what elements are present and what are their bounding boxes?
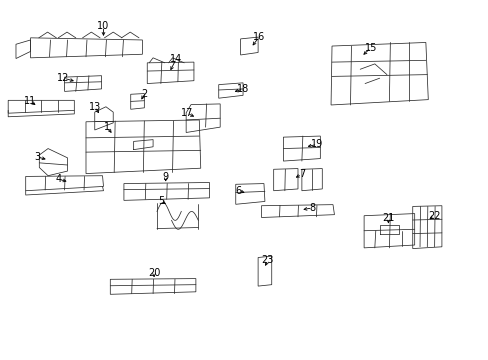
- Text: 14: 14: [170, 54, 182, 64]
- Text: 2: 2: [141, 89, 147, 99]
- Text: 13: 13: [88, 102, 101, 112]
- Text: 19: 19: [311, 139, 323, 149]
- Text: 11: 11: [24, 96, 37, 107]
- Text: 3: 3: [34, 152, 40, 162]
- Text: 4: 4: [56, 174, 61, 184]
- Text: 7: 7: [298, 169, 305, 179]
- Text: 15: 15: [364, 43, 376, 53]
- Text: 12: 12: [57, 73, 70, 83]
- Text: 21: 21: [382, 212, 394, 222]
- Text: 8: 8: [309, 203, 315, 213]
- Text: 22: 22: [427, 211, 440, 221]
- Text: 10: 10: [97, 21, 109, 31]
- Text: 9: 9: [163, 172, 168, 182]
- Text: 1: 1: [104, 122, 110, 132]
- Text: 18: 18: [237, 84, 249, 94]
- Text: 20: 20: [147, 268, 160, 278]
- Text: 17: 17: [181, 108, 193, 118]
- Text: 23: 23: [261, 255, 273, 265]
- Text: 6: 6: [235, 186, 241, 196]
- Text: 5: 5: [158, 197, 163, 206]
- Text: 16: 16: [252, 32, 264, 42]
